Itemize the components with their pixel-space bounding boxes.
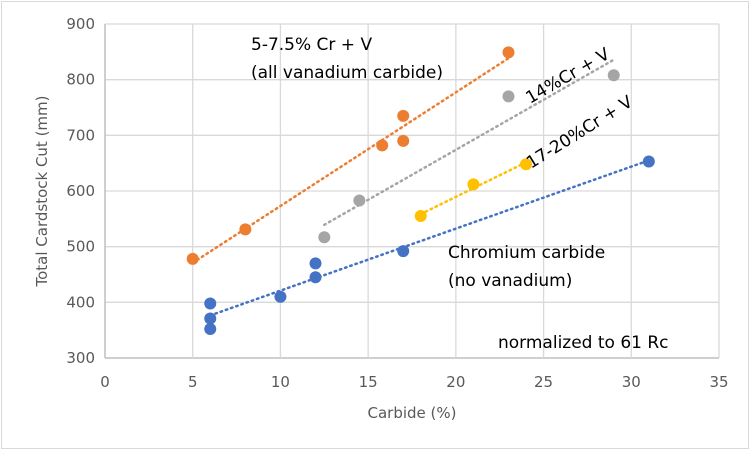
data-point-series-1 [502,90,515,103]
trendline-series-3 [209,159,651,317]
data-point-series-1 [607,69,620,82]
x-axis-title: Carbide (%) [368,404,457,422]
trendline-series-1 [323,58,615,227]
data-point-series-0 [397,134,410,147]
data-point-series-0 [376,139,389,152]
data-point-series-3 [309,271,322,284]
data-point-series-2 [467,178,480,191]
y-tick-label: 700 [66,126,95,144]
annotation-blue-line2: (no vanadium) [448,271,572,291]
annotation-normalization-note: normalized to 61 Rc [498,333,669,353]
y-tick-label: 400 [66,293,95,311]
data-point-series-3 [204,323,217,336]
data-points [186,46,655,336]
data-point-series-2 [414,210,427,223]
annotation-gray: 14%Cr + V [523,44,614,108]
data-point-series-3 [204,312,217,325]
data-point-series-3 [642,155,655,168]
y-tick-label: 600 [66,182,95,200]
tick-labels: 300 400 500 600 700 800 900 0 5 10 15 20 25 30 35 [66,15,728,391]
data-point-series-0 [397,109,410,122]
data-point-series-0 [502,46,515,59]
x-tick-label: 25 [534,373,553,391]
data-point-series-0 [239,223,252,236]
x-tick-label: 20 [446,373,465,391]
data-point-series-3 [309,257,322,270]
x-tick-label: 30 [622,373,641,391]
data-point-series-2 [520,158,533,171]
data-point-series-3 [274,290,287,303]
x-tick-label: 15 [359,373,378,391]
y-tick-label: 300 [66,349,95,367]
data-point-series-1 [353,194,366,207]
data-point-series-3 [204,297,217,310]
data-point-series-3 [397,245,410,258]
y-tick-label: 900 [66,15,95,33]
data-point-series-0 [186,252,199,265]
trendlines [191,56,651,317]
data-point-series-1 [318,231,331,244]
annotation-blue-line1: Chromium carbide [448,243,605,263]
y-tick-label: 800 [66,71,95,89]
annotation-orange-line2: (all vanadium carbide) [251,63,443,83]
x-tick-label: 5 [188,373,198,391]
annotation-orange-line1: 5-7.5% Cr + V [251,35,372,55]
y-tick-label: 500 [66,238,95,256]
x-tick-label: 0 [100,373,110,391]
x-tick-label: 35 [709,373,728,391]
annotation-yellow: 17-20%Cr + V [523,92,637,173]
y-axis-title: Total Cardstock Cut (mm) [33,95,51,287]
x-tick-label: 10 [271,373,290,391]
